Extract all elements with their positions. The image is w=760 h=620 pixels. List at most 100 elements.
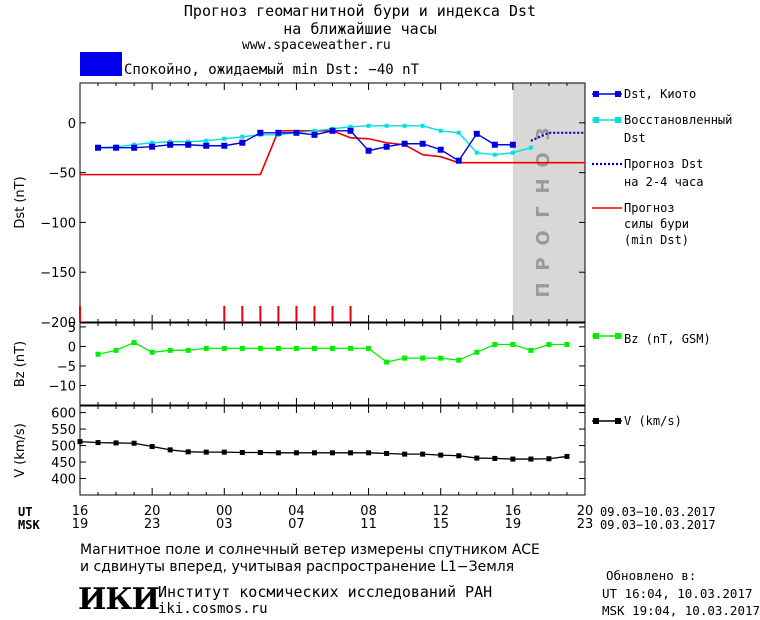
ut-tick-label: 08 (360, 504, 377, 519)
restored-dst-point (240, 134, 245, 139)
kyoto-dst-point (275, 129, 282, 136)
legend-restored-line1: Восстановленный (624, 113, 733, 127)
kyoto-dst-point (113, 144, 120, 151)
bz-point (330, 345, 335, 351)
kyoto-dst-point (149, 143, 156, 150)
v-point (528, 456, 534, 462)
restored-dst-point (528, 145, 533, 150)
legend-swatch-bz-marker (593, 333, 599, 339)
kyoto-dst-point (239, 139, 246, 146)
bz-point (366, 345, 372, 351)
legend-swatch-restored-marker (615, 117, 621, 123)
legend-swatch-v-marker (615, 418, 621, 424)
msk-tick-label: 19 (505, 517, 522, 532)
bz-point (438, 355, 444, 361)
ut-tick-label: 16 (505, 504, 522, 519)
msk-tick-label: 19 (72, 517, 89, 532)
bz-point (275, 345, 281, 351)
msk-date-range: 09.03−10.03.2017 (600, 518, 716, 532)
legend-swatch-kyoto-marker (593, 91, 599, 97)
v-point (402, 451, 408, 457)
bz-point (95, 351, 101, 357)
dst-forecast-dotted-line (530, 131, 585, 142)
kyoto-dst-point (185, 141, 192, 148)
bz-point (474, 349, 480, 355)
v-point (311, 450, 317, 456)
v-point (275, 450, 281, 456)
restored-dst-point (474, 150, 479, 155)
kyoto-dst-point (293, 129, 300, 136)
kyoto-dst-point (203, 142, 210, 149)
v-point (492, 455, 498, 461)
y-axis-label: Bz (nT) (13, 341, 28, 387)
y-tick-label: −150 (40, 266, 76, 281)
forecast-band (512, 83, 585, 322)
bz-point (492, 341, 498, 347)
y-tick-label: 0 (68, 117, 76, 132)
updated-label: Обновлено в: (606, 568, 697, 583)
kyoto-dst-point (383, 143, 390, 150)
y-tick-label: 400 (51, 473, 76, 488)
legend-storm-line2: силы бури (624, 217, 690, 231)
v-point (348, 450, 354, 456)
y-tick-label: 600 (51, 407, 76, 422)
bz-point (221, 345, 227, 351)
ut-tick-label: 20 (144, 504, 161, 519)
v-point (239, 449, 245, 455)
bz-point (185, 347, 191, 353)
bz-point (402, 355, 408, 361)
legend-v: V (km/s) (624, 414, 682, 428)
kyoto-dst-point (311, 131, 318, 138)
kyoto-dst-line (98, 130, 513, 162)
v-point (131, 440, 137, 446)
v-point (564, 453, 570, 459)
bz-point (528, 347, 534, 353)
v-point (167, 447, 173, 453)
restored-dst-point (510, 150, 515, 155)
updated-ut: UT 16:04, 10.03.2017 (602, 586, 753, 601)
restored-dst-point (222, 136, 227, 141)
v-point (438, 452, 444, 458)
bz-point (293, 345, 299, 351)
legend-swatch-restored-marker (593, 117, 599, 123)
bz-point (546, 341, 552, 347)
ut-tick-label: 04 (288, 504, 305, 519)
msk-tick-label: 07 (288, 517, 305, 532)
kyoto-dst-point (437, 146, 444, 153)
restored-dst-point (402, 123, 407, 128)
forecast-band-letter: П (533, 282, 554, 297)
bz-point (348, 345, 354, 351)
y-tick-label: 500 (51, 440, 76, 455)
restored-dst-point (150, 140, 155, 145)
legend-swatch-v-marker (593, 418, 599, 424)
bz-point (384, 359, 390, 365)
institute-name: Институт космических исследований РАН (158, 583, 493, 601)
restored-dst-point (312, 128, 317, 133)
forecast-band-letter: Г (533, 206, 554, 217)
restored-dst-point (420, 123, 425, 128)
kyoto-dst-point (365, 147, 372, 154)
kyoto-dst-point (473, 130, 480, 137)
ut-tick-label: 20 (577, 504, 594, 519)
kyoto-dst-point (491, 141, 498, 148)
v-point (95, 440, 101, 446)
ut-tick-label: 00 (216, 504, 233, 519)
iki-logo[interactable]: ИКИ (78, 582, 160, 617)
kyoto-dst-point (257, 129, 264, 136)
legend-swatch-kyoto-marker (615, 91, 621, 97)
ut-tick-label: 12 (432, 504, 449, 519)
v-point (149, 444, 155, 450)
kyoto-dst-point (221, 142, 228, 149)
v-point (330, 450, 335, 456)
y-axis-label: Dst (nT) (13, 176, 28, 228)
y-tick-label: 0 (68, 340, 76, 355)
y-tick-label: −5 (57, 360, 76, 375)
msk-tick-label: 11 (360, 517, 377, 532)
bz-point (149, 349, 155, 355)
y-tick-label: −100 (40, 216, 76, 231)
restored-dst-point (204, 138, 209, 143)
ut-tick-label: 16 (72, 504, 89, 519)
site-url[interactable]: www.spaceweather.ru (242, 38, 391, 53)
institute-site[interactable]: iki.cosmos.ru (158, 601, 268, 617)
